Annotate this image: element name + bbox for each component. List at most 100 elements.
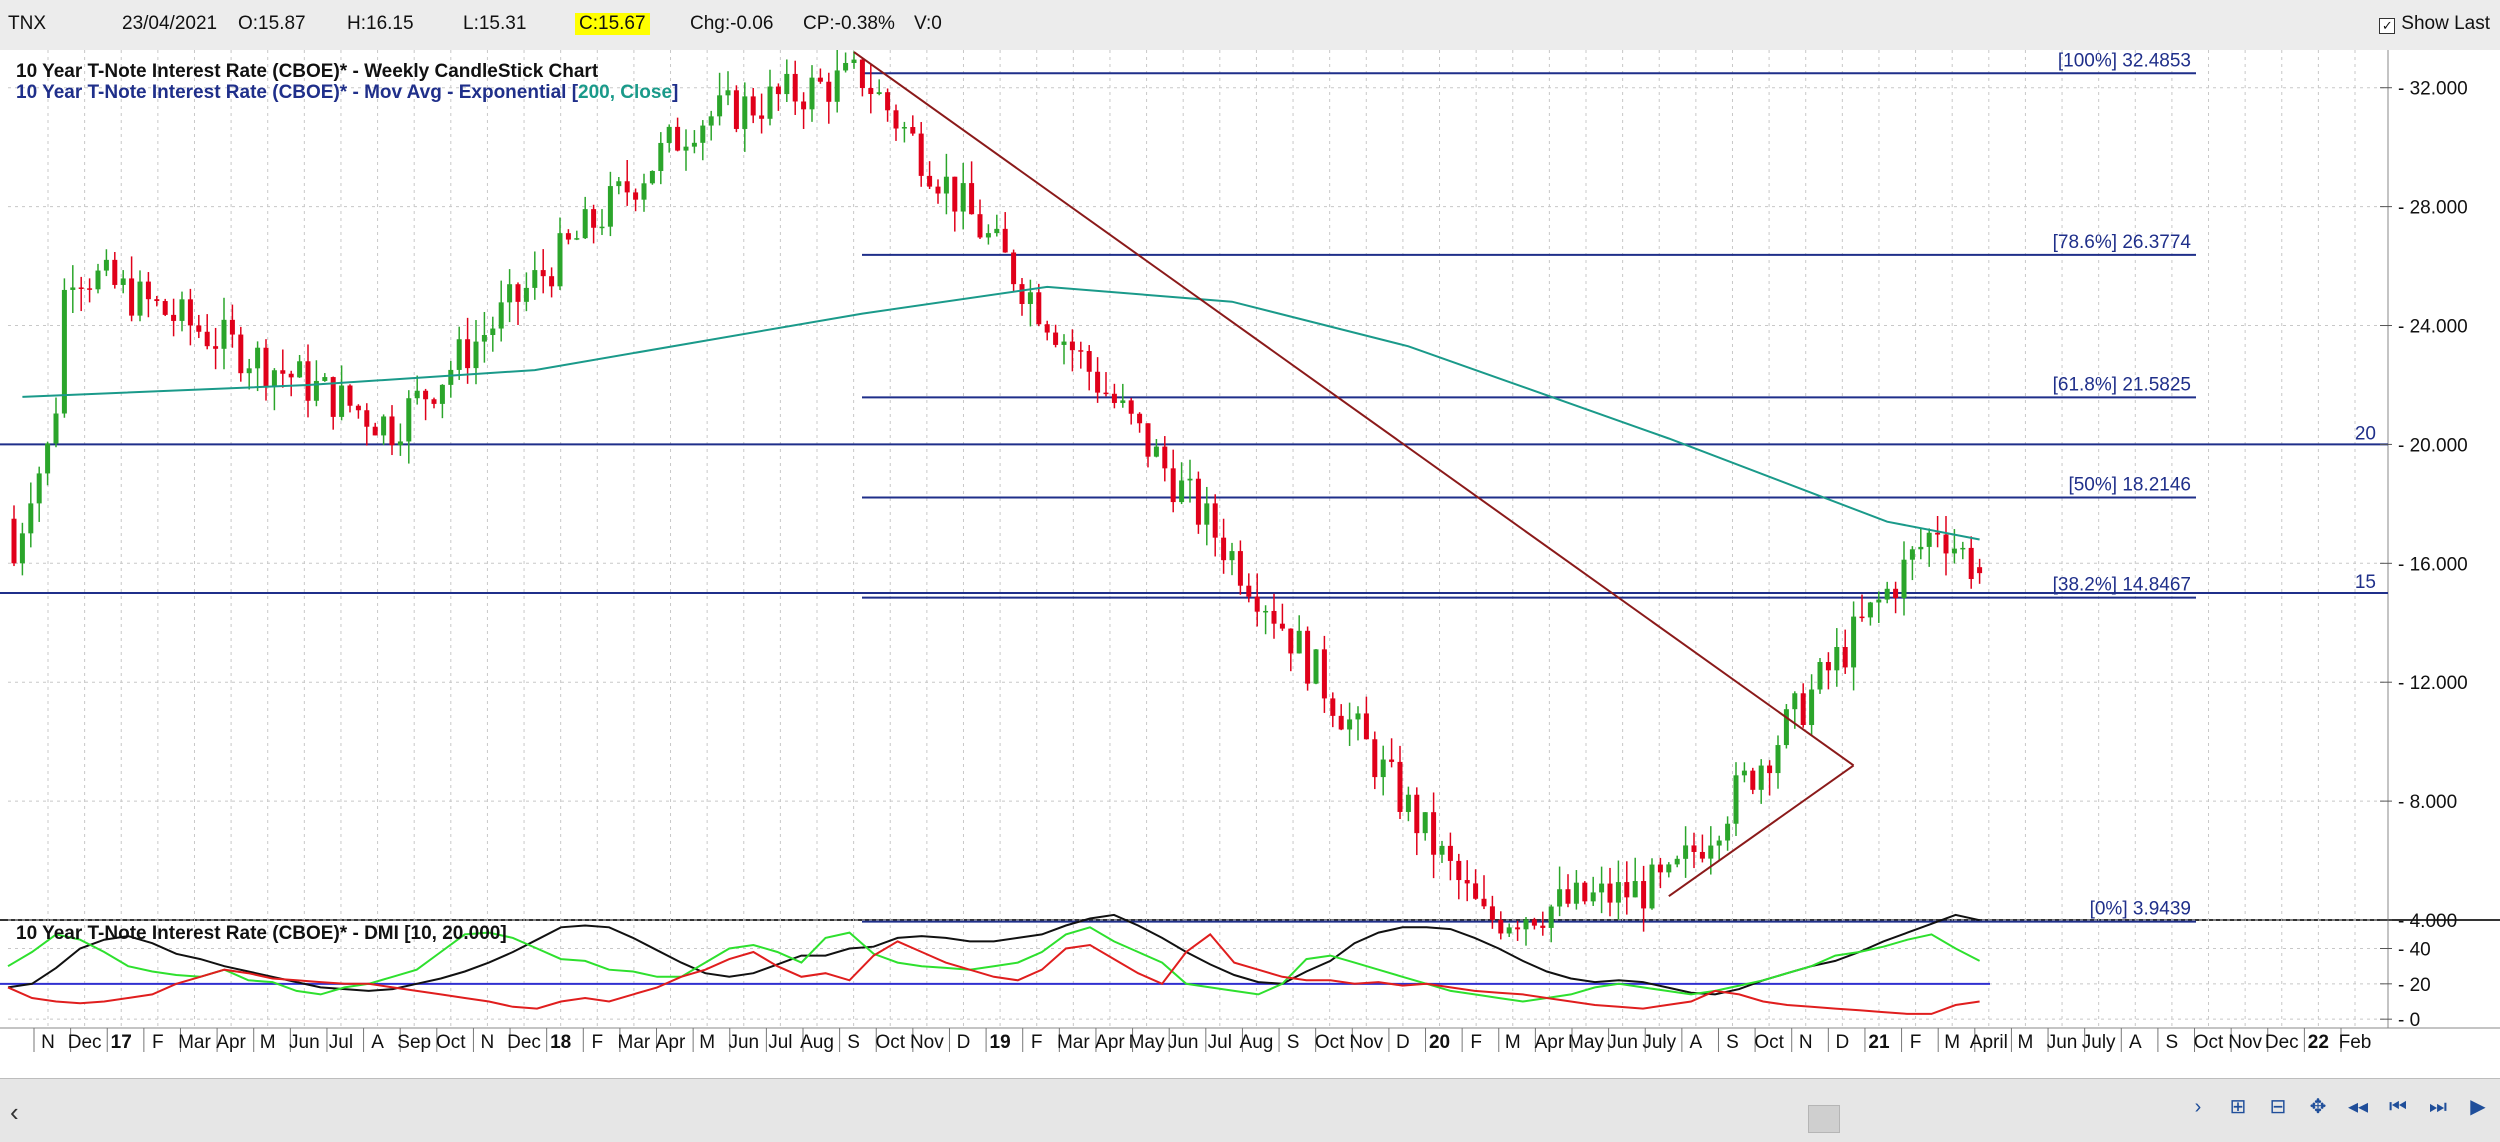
candle-body (221, 319, 227, 349)
x-tick-label: Aug (1240, 1032, 1274, 1053)
candle-body (322, 377, 328, 381)
candle-body (78, 287, 84, 289)
x-tick-label: Dec (507, 1032, 541, 1053)
main-chart-title: 10 Year T-Note Interest Rate (CBOE)* - W… (16, 61, 599, 82)
candle-body (1263, 610, 1269, 613)
candle-body (263, 347, 269, 387)
candle-body (1137, 413, 1143, 424)
x-tick-label: Oct (1754, 1032, 1784, 1053)
candle-body (498, 302, 504, 329)
candle-body (1775, 745, 1781, 774)
candle-body (1699, 851, 1705, 859)
show-last-label: Show Last (2401, 13, 2490, 34)
chart-canvas[interactable]: 20 15 [100%] 32.4853 [78.6%] 26.3774 [61.8%]… (0, 48, 2500, 1078)
candle-body (1666, 864, 1672, 873)
candle-body (1363, 713, 1369, 740)
x-tick-label: S (2166, 1032, 2179, 1053)
candle-body (1683, 845, 1689, 859)
candle-body (759, 115, 765, 119)
x-tick-label: Mar (178, 1032, 211, 1053)
candle-body (95, 270, 101, 290)
candle-body (137, 281, 143, 316)
step-back-icon[interactable]: ◂◂ (2347, 1096, 2369, 1118)
zoom-in-icon[interactable]: ⊞ (2229, 1096, 2247, 1118)
candle-body (1943, 534, 1949, 554)
candle-body (364, 410, 370, 427)
candle-body (1162, 446, 1168, 469)
candle-body (549, 276, 555, 287)
x-tick-label: Jun (2047, 1032, 2078, 1053)
candle-body (885, 92, 891, 111)
scroll-left-icon[interactable]: ‹ (10, 1097, 19, 1127)
candle-body (179, 299, 185, 321)
candle-body (1414, 794, 1420, 834)
candle-body (204, 331, 210, 347)
trendline (1668, 764, 1855, 898)
reference-line-label: 15 (2355, 572, 2376, 593)
candle-body (582, 209, 588, 239)
candle-body (977, 214, 983, 238)
candle-body (1338, 715, 1344, 730)
x-tick-label: Aug (800, 1032, 834, 1053)
x-tick-label: Nov (1349, 1032, 1383, 1053)
ema-legend: 10 Year T-Note Interest Rate (CBOE)* - M… (16, 82, 678, 103)
candle-body (1044, 324, 1050, 333)
candle-body (843, 62, 849, 71)
y-tick-label: - 12.000 (2398, 673, 2468, 694)
candle-body (339, 385, 345, 417)
candle-body (591, 209, 597, 228)
candle-body (1204, 503, 1210, 525)
candle-body (1464, 880, 1470, 884)
candle-body (1901, 559, 1907, 598)
candle-body (1456, 860, 1462, 881)
x-tick-label: S (847, 1032, 860, 1053)
candle-body (1506, 927, 1512, 934)
x-tick-label: S (1287, 1032, 1300, 1053)
dmi-adx-line (7, 913, 1980, 996)
x-tick-label: F (152, 1032, 164, 1053)
candle-body (1422, 812, 1428, 834)
chart-area[interactable]: 20 15 [100%] 32.4853 [78.6%] 26.3774 [61.8%]… (0, 48, 2500, 1078)
candle-body (246, 368, 252, 374)
candle-body (1187, 478, 1193, 481)
candle-body (355, 405, 361, 411)
candle-body (1053, 332, 1059, 345)
candle-body (742, 96, 748, 129)
zoom-out-icon[interactable]: ⊟ (2269, 1096, 2287, 1118)
dmi-y-tick-label: - 0 (2398, 1010, 2420, 1031)
candle-body (1195, 478, 1201, 525)
candle-body (87, 288, 93, 290)
scroll-right-icon[interactable]: › (2194, 1096, 2202, 1118)
play-icon[interactable]: ▶ (2470, 1096, 2486, 1118)
x-tick-label: Mar (1057, 1032, 1090, 1053)
candle-body (1599, 883, 1605, 893)
y-tick-label: - 16.000 (2398, 554, 2468, 575)
candle-body (1229, 551, 1235, 561)
candle-body (1573, 882, 1579, 904)
x-tick-label: Oct (2194, 1032, 2224, 1053)
candle-body (120, 278, 126, 285)
x-tick-label: Apr (1535, 1032, 1565, 1053)
candle-body (347, 385, 353, 406)
candle-body (523, 287, 529, 302)
scrollbar-thumb[interactable] (1808, 1105, 1840, 1133)
go-last-icon[interactable]: ⏭ (2429, 1096, 2447, 1118)
info-bar: TNX 23/04/2021 O:15.87 H:16.15 L:15.31 C… (0, 0, 2500, 51)
candle-body (431, 399, 437, 404)
x-tick-label: July (2082, 1032, 2116, 1053)
candle-body (1397, 761, 1403, 812)
candle-body (1951, 548, 1957, 554)
show-last-toggle[interactable]: ✓ Show Last (2379, 13, 2490, 35)
horizontal-scrollbar[interactable]: ‹ › ⊞ ⊟ ✥ ◂◂ ⏮ ⏭ ▶ (0, 1078, 2500, 1142)
pan-icon[interactable]: ✥ (2309, 1096, 2327, 1118)
x-tick-label: Dec (2265, 1032, 2299, 1053)
candle-body (1548, 906, 1554, 928)
go-first-icon[interactable]: ⏮ (2389, 1096, 2407, 1118)
x-tick-label: M (1944, 1032, 1960, 1053)
candle-body (1590, 892, 1596, 902)
candle-body (1279, 623, 1285, 629)
show-last-checkbox[interactable]: ✓ (2379, 18, 2396, 34)
candle-body (154, 299, 160, 302)
candle-body (658, 142, 664, 171)
fib-level-label: [78.6%] 26.3774 (2053, 232, 2192, 253)
